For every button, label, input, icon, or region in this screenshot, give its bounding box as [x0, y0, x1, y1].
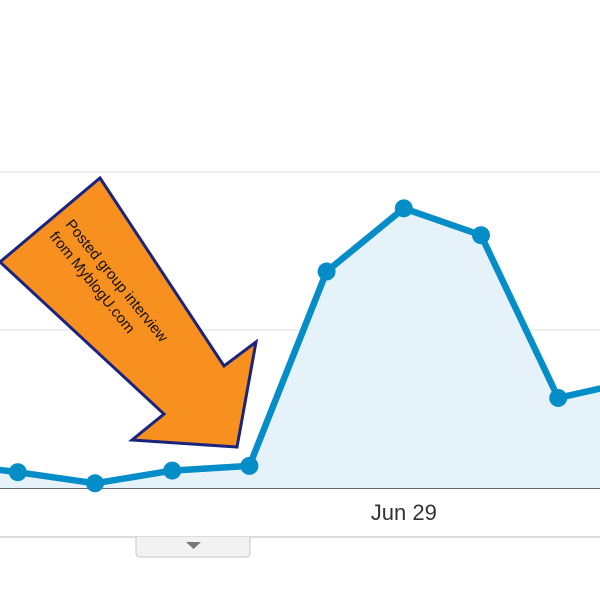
x-tick-label: Jun 29 [371, 500, 437, 525]
point [240, 456, 259, 475]
point [317, 262, 336, 281]
point [394, 199, 413, 218]
tab-icon[interactable] [186, 542, 201, 549]
point [163, 461, 182, 480]
plot: Jun 29 [0, 171, 600, 525]
line [0, 205, 600, 487]
point [86, 474, 104, 493]
area [0, 208, 600, 488]
point [472, 226, 490, 245]
point [8, 463, 27, 482]
collapse-tab[interactable] [135, 537, 251, 558]
annotation-arrow [0, 175, 259, 449]
point [549, 388, 568, 407]
